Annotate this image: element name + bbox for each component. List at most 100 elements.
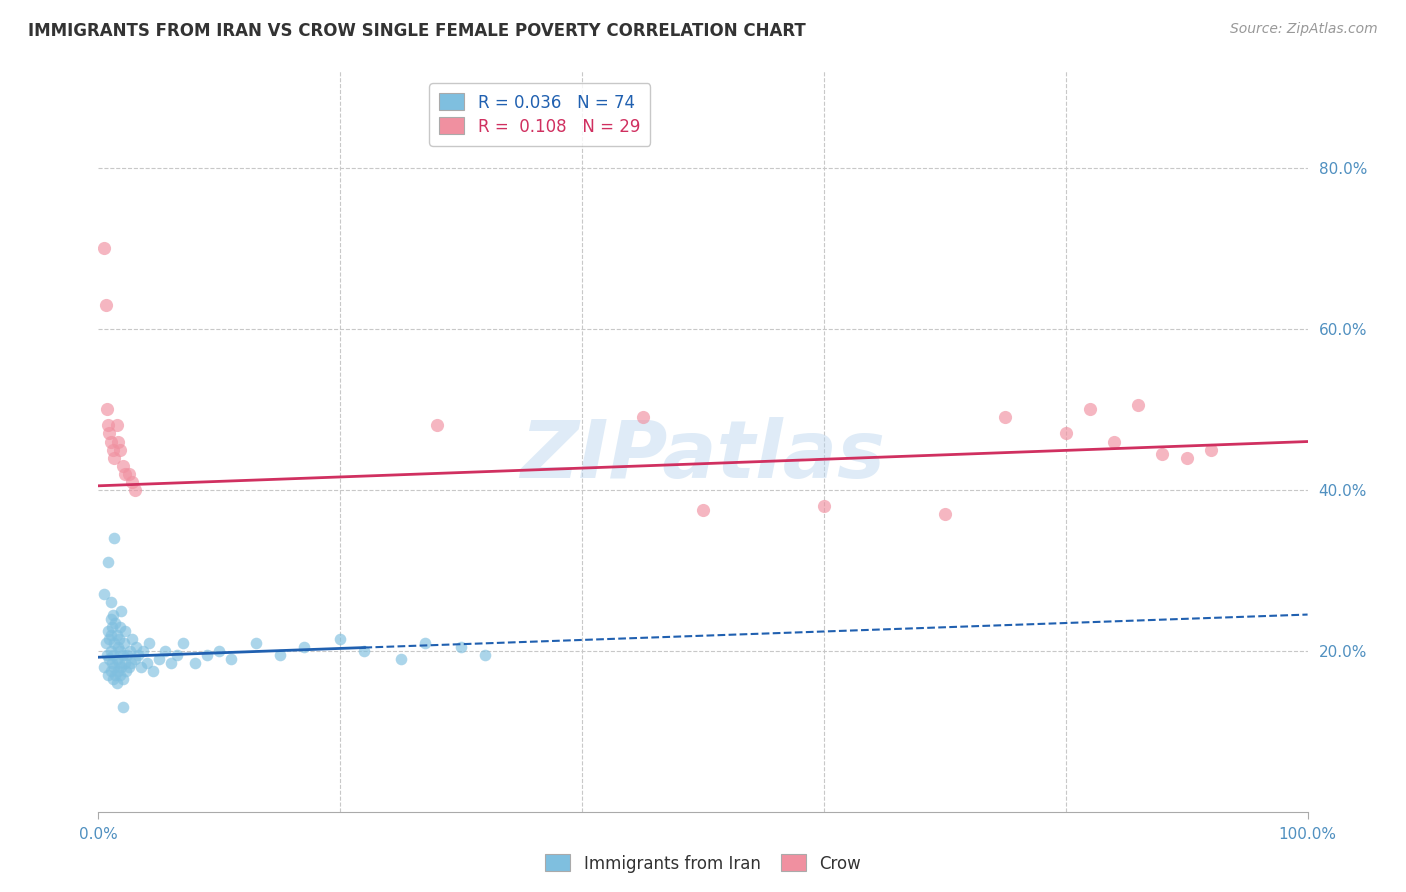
Point bbox=[292, 640, 315, 654]
Point bbox=[148, 652, 170, 666]
Legend: R = 0.036   N = 74, R =  0.108   N = 29: R = 0.036 N = 74, R = 0.108 N = 29 bbox=[429, 83, 650, 145]
Point bbox=[1054, 426, 1077, 441]
Point bbox=[1199, 442, 1222, 457]
Point bbox=[1152, 447, 1174, 461]
Point bbox=[111, 458, 134, 473]
Point bbox=[105, 418, 128, 433]
Point bbox=[97, 418, 120, 433]
Point bbox=[101, 648, 124, 662]
Point bbox=[934, 507, 956, 521]
Point bbox=[96, 648, 118, 662]
Point bbox=[97, 555, 120, 569]
Point bbox=[93, 587, 115, 601]
Point bbox=[108, 644, 131, 658]
Point bbox=[108, 668, 131, 682]
Point bbox=[110, 660, 132, 674]
Point bbox=[114, 624, 136, 638]
Point bbox=[111, 648, 134, 662]
Point bbox=[120, 656, 142, 670]
Point bbox=[104, 615, 127, 630]
Point bbox=[110, 603, 132, 617]
Point bbox=[142, 664, 165, 678]
Point bbox=[97, 624, 120, 638]
Point bbox=[166, 648, 188, 662]
Point bbox=[100, 664, 122, 678]
Point bbox=[117, 648, 139, 662]
Point bbox=[135, 656, 157, 670]
Point bbox=[93, 660, 115, 674]
Point bbox=[115, 664, 138, 678]
Point bbox=[108, 619, 131, 633]
Point bbox=[1078, 402, 1101, 417]
Point bbox=[97, 668, 120, 682]
Point bbox=[107, 664, 129, 678]
Point bbox=[107, 434, 129, 449]
Point bbox=[153, 644, 176, 658]
Point bbox=[98, 632, 121, 646]
Point bbox=[413, 636, 436, 650]
Point bbox=[124, 652, 146, 666]
Point bbox=[195, 648, 218, 662]
Point bbox=[98, 426, 121, 441]
Point bbox=[96, 402, 118, 417]
Point bbox=[184, 656, 207, 670]
Point bbox=[114, 467, 136, 481]
Point bbox=[1102, 434, 1125, 449]
Point bbox=[353, 644, 375, 658]
Point bbox=[103, 636, 125, 650]
Point bbox=[132, 644, 155, 658]
Text: Source: ZipAtlas.com: Source: ZipAtlas.com bbox=[1230, 22, 1378, 37]
Point bbox=[121, 475, 143, 489]
Point bbox=[108, 656, 131, 670]
Point bbox=[245, 636, 267, 650]
Point bbox=[105, 628, 128, 642]
Point bbox=[101, 672, 124, 686]
Point bbox=[105, 652, 128, 666]
Point bbox=[100, 644, 122, 658]
Text: IMMIGRANTS FROM IRAN VS CROW SINGLE FEMALE POVERTY CORRELATION CHART: IMMIGRANTS FROM IRAN VS CROW SINGLE FEMA… bbox=[28, 22, 806, 40]
Point bbox=[172, 636, 194, 650]
Point bbox=[111, 700, 134, 714]
Point bbox=[124, 483, 146, 497]
Point bbox=[129, 660, 152, 674]
Point bbox=[1128, 398, 1150, 412]
Point bbox=[103, 531, 125, 545]
Point bbox=[813, 499, 835, 513]
Point bbox=[100, 619, 122, 633]
Point bbox=[138, 636, 160, 650]
Point bbox=[426, 418, 449, 433]
Point bbox=[111, 672, 134, 686]
Point bbox=[329, 632, 352, 646]
Point bbox=[94, 636, 117, 650]
Point bbox=[269, 648, 291, 662]
Point bbox=[692, 503, 714, 517]
Point bbox=[221, 652, 243, 666]
Point bbox=[108, 632, 131, 646]
Point bbox=[208, 644, 231, 658]
Point bbox=[104, 668, 127, 682]
Point bbox=[101, 442, 124, 457]
Point bbox=[103, 450, 125, 465]
Point bbox=[103, 660, 125, 674]
Point bbox=[100, 595, 122, 609]
Point bbox=[93, 241, 115, 255]
Point bbox=[101, 607, 124, 622]
Point bbox=[100, 434, 122, 449]
Legend: Immigrants from Iran, Crow: Immigrants from Iran, Crow bbox=[538, 847, 868, 880]
Text: ZIPatlas: ZIPatlas bbox=[520, 417, 886, 495]
Point bbox=[118, 660, 141, 674]
Point bbox=[94, 298, 117, 312]
Point bbox=[994, 410, 1017, 425]
Point bbox=[100, 656, 122, 670]
Point bbox=[1175, 450, 1198, 465]
Point bbox=[118, 644, 141, 658]
Point bbox=[107, 640, 129, 654]
Point bbox=[118, 467, 141, 481]
Point bbox=[114, 656, 136, 670]
Point bbox=[389, 652, 412, 666]
Point bbox=[127, 648, 149, 662]
Point bbox=[450, 640, 472, 654]
Point bbox=[125, 640, 148, 654]
Point bbox=[108, 442, 131, 457]
Point bbox=[474, 648, 496, 662]
